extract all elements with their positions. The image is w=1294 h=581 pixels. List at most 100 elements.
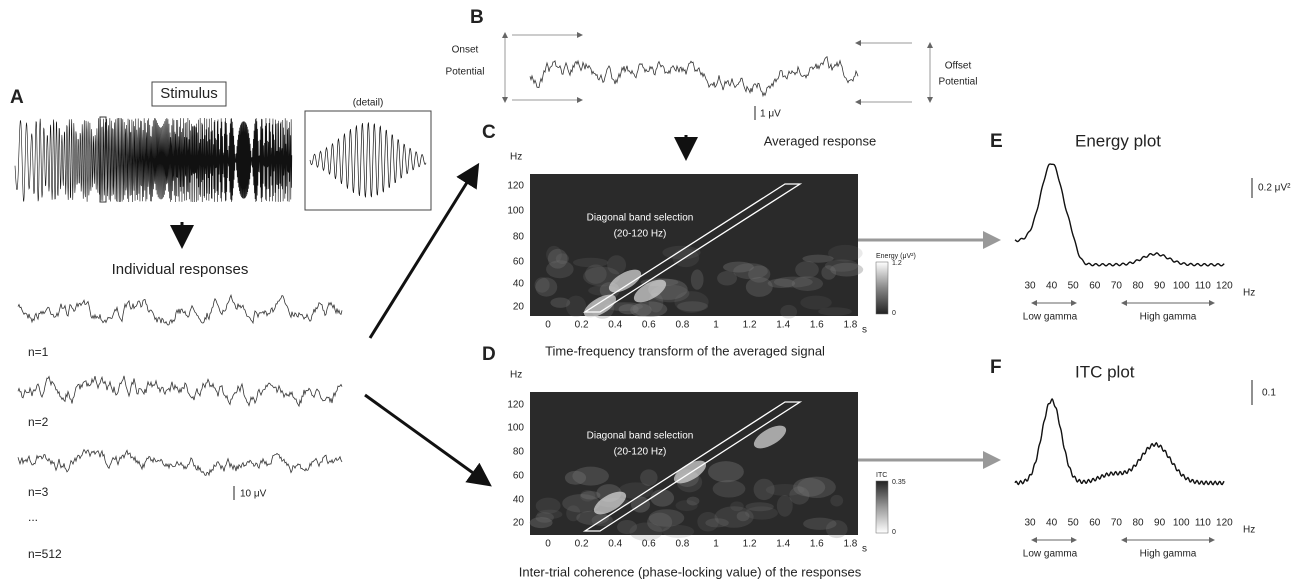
x-tick-label: 1.8 xyxy=(843,539,857,550)
y-tick-label: 40 xyxy=(513,495,525,506)
y-tick-label: 120 xyxy=(507,181,524,192)
x-tick-label: 1.4 xyxy=(776,320,790,331)
x-tick-label: 1.2 xyxy=(743,320,757,331)
averaged-trace xyxy=(530,57,858,96)
band-label: Diagonal band selection xyxy=(587,431,694,442)
scale-label: 0.1 xyxy=(1262,388,1276,399)
texture xyxy=(650,489,674,506)
scale-label: 10 μV xyxy=(240,489,267,500)
figure: A Stimulus (detail) Individual responses… xyxy=(0,0,1294,581)
spectrum xyxy=(1015,164,1224,266)
spectrum xyxy=(1015,399,1224,485)
x-tick-label: 1.6 xyxy=(810,320,824,331)
x-tick-label: 1.6 xyxy=(810,539,824,550)
y-tick-label: 60 xyxy=(513,257,525,268)
caption: Inter-trial coherence (phase-locking val… xyxy=(519,564,862,579)
colorbar-min: 0 xyxy=(892,529,896,536)
x-tick-label: 1 xyxy=(713,539,719,550)
trial-label: n=512 xyxy=(28,547,62,561)
y-tick-label: 20 xyxy=(513,518,525,529)
x-tick-label: 100 xyxy=(1173,518,1190,529)
x-tick-label: 0.8 xyxy=(675,320,689,331)
x-tick-label: 50 xyxy=(1068,281,1080,292)
x-tick-label: 30 xyxy=(1024,281,1036,292)
texture xyxy=(830,495,843,507)
texture xyxy=(676,500,698,511)
texture xyxy=(691,269,704,289)
colorbar-max: 0.35 xyxy=(892,479,906,486)
x-tick-label: 110 xyxy=(1195,518,1211,529)
x-tick-label: 90 xyxy=(1154,518,1166,529)
texture xyxy=(548,249,568,269)
offset-label: Potential xyxy=(939,77,978,88)
responses-title: Individual responses xyxy=(112,261,249,278)
x-tick-label: 50 xyxy=(1068,518,1080,529)
x-tick-label: 1.4 xyxy=(776,539,790,550)
onset-label: Onset xyxy=(452,45,479,56)
texture xyxy=(754,479,775,500)
colorbar-title: Energy (μV²) xyxy=(876,253,916,260)
plot-title: ITC plot xyxy=(1075,362,1135,381)
texture xyxy=(795,261,819,278)
response-trace xyxy=(18,450,342,476)
x-tick-label: 0.4 xyxy=(608,539,622,550)
texture xyxy=(566,296,586,318)
x-tick-label: 40 xyxy=(1046,281,1058,292)
texture xyxy=(800,296,831,310)
texture xyxy=(780,305,797,319)
texture xyxy=(828,245,863,262)
colorbar-max: 1.2 xyxy=(892,260,902,267)
x-tick-label: 70 xyxy=(1111,518,1123,529)
texture xyxy=(708,461,744,482)
plot-title: Energy plot xyxy=(1075,131,1161,150)
texture xyxy=(792,276,823,291)
y-tick-label: 80 xyxy=(513,447,525,458)
trial-label: n=2 xyxy=(28,415,49,429)
scale-label: 0.2 μV² xyxy=(1258,183,1291,194)
texture xyxy=(607,255,626,274)
texture xyxy=(713,480,746,497)
texture xyxy=(537,510,563,519)
caption: Time-frequency transform of the averaged… xyxy=(545,343,825,358)
response-trace xyxy=(18,295,342,325)
range-label: High gamma xyxy=(1140,312,1197,323)
y-tick-label: 100 xyxy=(507,423,524,434)
x-tick-label: 120 xyxy=(1216,281,1233,292)
detail-wave xyxy=(310,123,426,198)
trial-label: n=1 xyxy=(28,345,49,359)
trial-label: n=3 xyxy=(28,485,49,499)
x-tick-label: 100 xyxy=(1173,281,1190,292)
x-tick-label: 1.2 xyxy=(743,539,757,550)
y-tick-label: 60 xyxy=(513,471,525,482)
x-tick-label: 0.6 xyxy=(642,320,656,331)
x-tick-label: 60 xyxy=(1089,281,1101,292)
x-unit: s xyxy=(862,544,867,555)
x-tick-label: 120 xyxy=(1216,518,1233,529)
x-tick-label: 110 xyxy=(1195,281,1211,292)
x-tick-label: 0.2 xyxy=(575,539,589,550)
x-tick-label: 1 xyxy=(713,320,719,331)
band-label: (20-120 Hz) xyxy=(614,229,667,240)
x-tick-label: 70 xyxy=(1111,281,1123,292)
texture xyxy=(723,262,754,273)
x-unit: Hz xyxy=(1243,288,1255,299)
caption: Averaged response xyxy=(764,133,877,148)
y-tick-label: 20 xyxy=(513,302,525,313)
texture xyxy=(573,258,608,268)
colorbar xyxy=(876,262,888,314)
x-tick-label: 0 xyxy=(545,320,551,331)
panel-label: A xyxy=(10,87,24,108)
x-tick-label: 30 xyxy=(1024,518,1036,529)
texture xyxy=(550,297,570,307)
x-tick-label: 60 xyxy=(1089,518,1101,529)
range-label: Low gamma xyxy=(1023,312,1078,323)
x-tick-label: 0.8 xyxy=(675,539,689,550)
x-tick-label: 0.2 xyxy=(575,320,589,331)
layout xyxy=(15,33,1224,541)
response-trace xyxy=(18,376,342,406)
texture xyxy=(565,471,586,485)
x-tick-label: 0.4 xyxy=(608,320,622,331)
band-label: Diagonal band selection xyxy=(587,213,694,224)
x-tick-label: 0.6 xyxy=(642,539,656,550)
y-unit: Hz xyxy=(510,370,522,381)
